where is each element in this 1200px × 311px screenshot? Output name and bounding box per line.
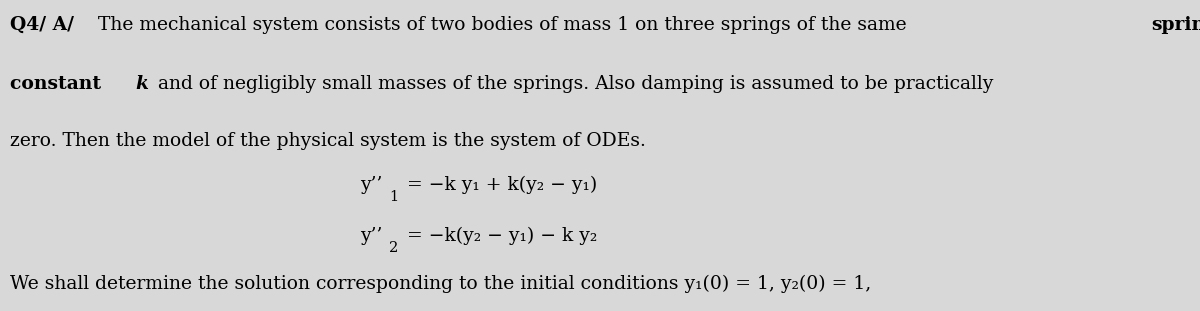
Text: zero. Then the model of the physical system is the system of ODEs.: zero. Then the model of the physical sys… xyxy=(10,132,646,150)
Text: 1: 1 xyxy=(389,190,398,204)
Text: We shall determine the solution corresponding to the initial conditions y₁(0) = : We shall determine the solution correspo… xyxy=(10,275,871,294)
Text: y’’: y’’ xyxy=(360,227,383,245)
Text: spring: spring xyxy=(1151,16,1200,34)
Text: Q4/ A/: Q4/ A/ xyxy=(10,16,73,34)
Text: The mechanical system consists of two bodies of mass 1 on three springs of the s: The mechanical system consists of two bo… xyxy=(92,16,913,34)
Text: 2: 2 xyxy=(389,241,398,255)
Text: constant: constant xyxy=(10,75,107,93)
Text: y’’: y’’ xyxy=(360,176,383,194)
Text: k: k xyxy=(136,75,149,93)
Text: = −k(y₂ − y₁) − k y₂: = −k(y₂ − y₁) − k y₂ xyxy=(401,227,598,245)
Text: and of negligibly small masses of the springs. Also damping is assumed to be pra: and of negligibly small masses of the sp… xyxy=(152,75,994,93)
Text: = −k y₁ + k(y₂ − y₁): = −k y₁ + k(y₂ − y₁) xyxy=(401,176,596,194)
